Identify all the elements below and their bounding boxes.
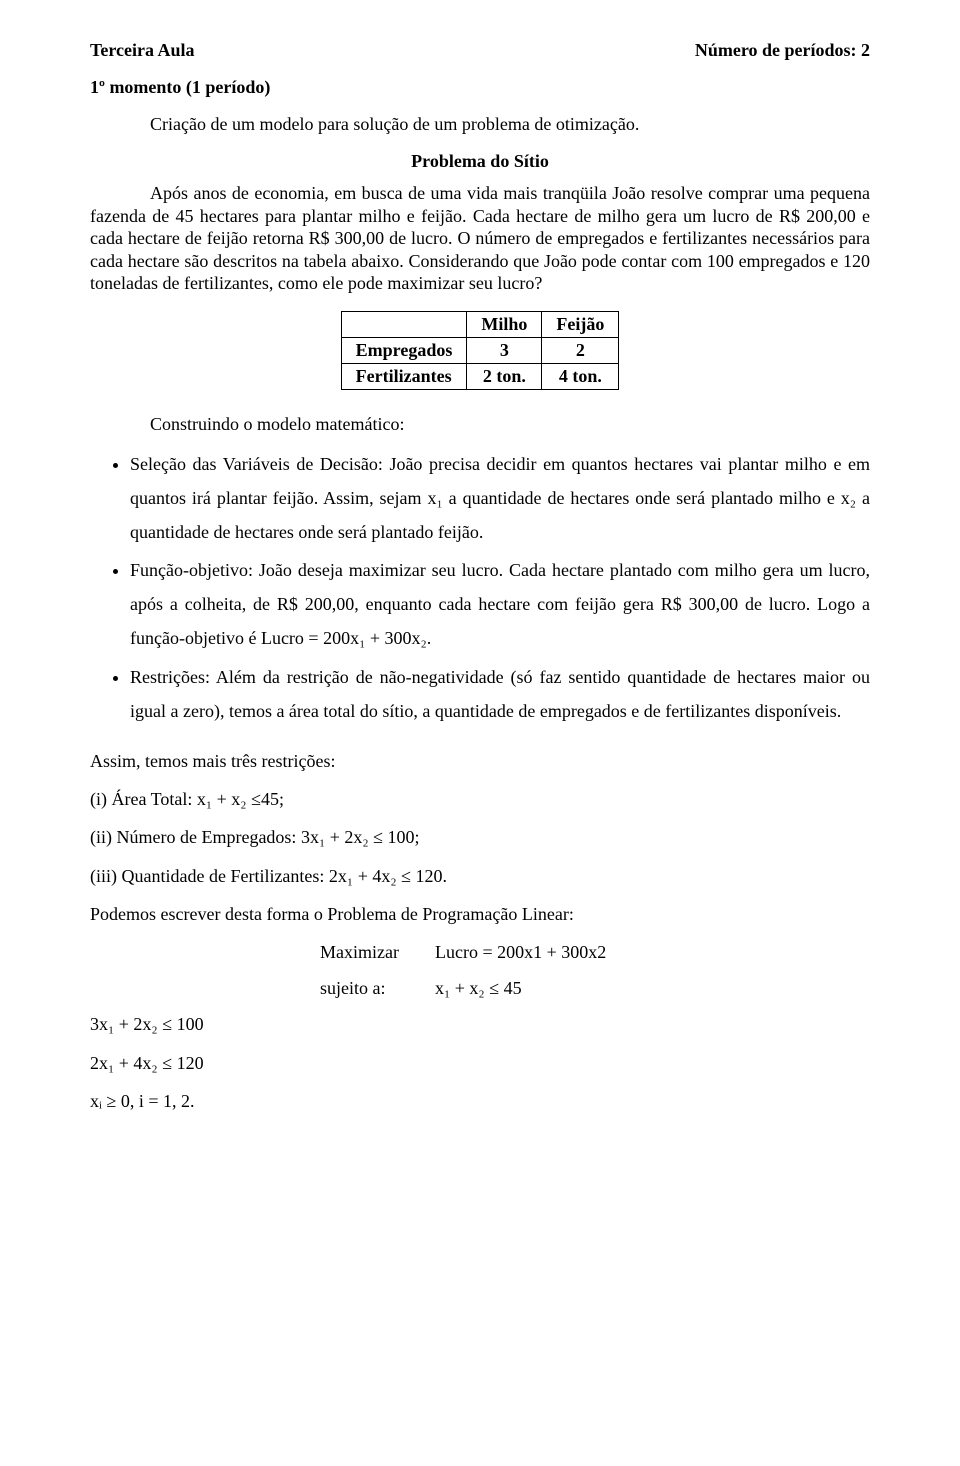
lp-intro: Podemos escrever desta forma o Problema …	[90, 897, 870, 931]
lp-expr: xᵢ ≥ 0, i = 1, 2.	[90, 1084, 870, 1118]
bullet-list: Seleção das Variáveis de Decisão: João p…	[130, 447, 870, 729]
table-row: Milho Feijão	[341, 311, 619, 337]
lp-line: sujeito a: x₁ + x₂ ≤ 45	[320, 971, 870, 1005]
intro-line: Criação de um modelo para solução de um …	[150, 114, 870, 135]
constraint-line: (iii) Quantidade de Fertilizantes: 2x₁ +…	[90, 859, 870, 893]
table-cell: Empregados	[341, 337, 467, 363]
table-cell: Fertilizantes	[341, 363, 467, 389]
list-item: Função-objetivo: João deseja maximizar s…	[130, 553, 870, 656]
table-row: Empregados 3 2	[341, 337, 619, 363]
table-header: Milho	[467, 311, 542, 337]
requirements-table: Milho Feijão Empregados 3 2 Fertilizante…	[341, 311, 620, 390]
table-cell: 3	[467, 337, 542, 363]
constraints-intro: Assim, temos mais três restrições:	[90, 744, 870, 778]
list-item: Seleção das Variáveis de Decisão: João p…	[130, 447, 870, 550]
constraint-line: (i) Área Total: x₁ + x₂ ≤45;	[90, 782, 870, 816]
constraint-line: (ii) Número de Empregados: 3x₁ + 2x₂ ≤ 1…	[90, 820, 870, 854]
lp-expr: x₁ + x₂ ≤ 45	[435, 971, 522, 1005]
table-header: Feijão	[542, 311, 619, 337]
lp-line: Maximizar Lucro = 200x1 + 300x2	[320, 935, 870, 969]
table-row: Fertilizantes 2 ton. 4 ton.	[341, 363, 619, 389]
lp-expr: 2x₁ + 4x₂ ≤ 120	[90, 1046, 870, 1080]
build-model-heading: Construindo o modelo matemático:	[150, 414, 870, 435]
table-header	[341, 311, 467, 337]
table-cell: 4 ton.	[542, 363, 619, 389]
lp-expr: 3x₁ + 2x₂ ≤ 100	[90, 1007, 870, 1041]
lesson-title: Terceira Aula	[90, 40, 195, 61]
list-item: Restrições: Além da restrição de não-neg…	[130, 660, 870, 728]
lp-expr: Lucro = 200x1 + 300x2	[435, 935, 606, 969]
lp-label: sujeito a:	[320, 971, 415, 1005]
table-cell: 2 ton.	[467, 363, 542, 389]
problem-title: Problema do Sítio	[90, 151, 870, 172]
periods-count: Número de períodos: 2	[695, 40, 870, 61]
moment-heading: 1º momento (1 período)	[90, 77, 870, 98]
problem-body: Após anos de economia, em busca de uma v…	[90, 182, 870, 295]
lp-label: Maximizar	[320, 935, 415, 969]
table-cell: 2	[542, 337, 619, 363]
